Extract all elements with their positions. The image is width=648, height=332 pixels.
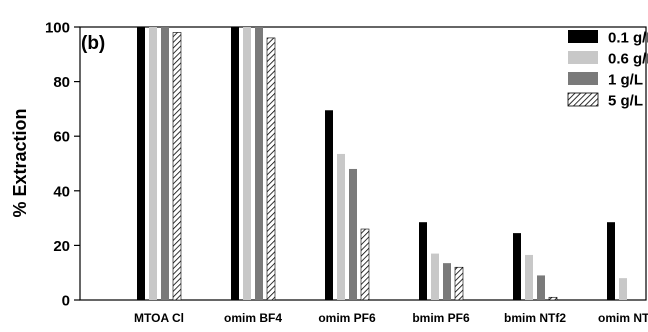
- legend-label: 5 g/L: [608, 93, 643, 110]
- bar: [231, 27, 239, 300]
- bar: [349, 168, 357, 300]
- bar: [607, 222, 615, 300]
- y-axis-title: % Extraction: [10, 108, 30, 217]
- x-tick-label: bmim PF6: [412, 311, 470, 325]
- legend: 0.1 g/L 0.6 g/L 1 g/L 5 g/L: [567, 30, 648, 110]
- y-tick-label: 20: [53, 238, 70, 255]
- bar: [360, 228, 370, 301]
- x-tick-label: omim PF6: [318, 311, 376, 325]
- axes: [74, 26, 647, 301]
- bar: [537, 275, 545, 300]
- bar: [525, 254, 533, 300]
- y-tick-label: 60: [53, 129, 70, 146]
- bar: [243, 27, 251, 300]
- y-tick-label: 100: [45, 20, 70, 37]
- bar: [266, 37, 276, 301]
- bars: [137, 27, 627, 301]
- bar: [137, 27, 145, 300]
- bar: [172, 32, 182, 301]
- bar: [255, 27, 263, 300]
- legend-label: 0.6 g/L: [608, 51, 648, 68]
- legend-label: 1 g/L: [608, 72, 643, 89]
- panel-label: (b): [81, 33, 105, 54]
- bar: [337, 153, 345, 300]
- bar: [443, 263, 451, 300]
- legend-swatch: [567, 92, 599, 107]
- bar: [149, 27, 157, 300]
- legend-swatch: [568, 51, 598, 64]
- tick-labels: 0 20 40 60 80 100 MTOA Cl omim BF4 omim PF6 bmim …: [45, 20, 648, 326]
- bar: [619, 278, 627, 300]
- bar: [431, 253, 439, 300]
- x-tick-label: omim NTf2: [598, 311, 648, 325]
- x-tick-label: omim BF4: [224, 311, 282, 325]
- bar: [513, 233, 521, 300]
- x-tick-label: MTOA Cl: [134, 311, 184, 325]
- legend-swatch: [568, 30, 598, 43]
- y-tick-label: 40: [53, 183, 70, 200]
- bar: [161, 27, 169, 300]
- x-tick-label: bmim NTf2: [504, 311, 566, 325]
- bar: [548, 296, 558, 301]
- legend-label: 0.1 g/L: [608, 30, 648, 47]
- bar: [419, 222, 427, 300]
- y-tick-label: 80: [53, 74, 70, 91]
- bar: [325, 110, 333, 300]
- bar: [454, 266, 464, 301]
- y-tick-label: 0: [62, 293, 70, 310]
- legend-swatch: [568, 72, 598, 85]
